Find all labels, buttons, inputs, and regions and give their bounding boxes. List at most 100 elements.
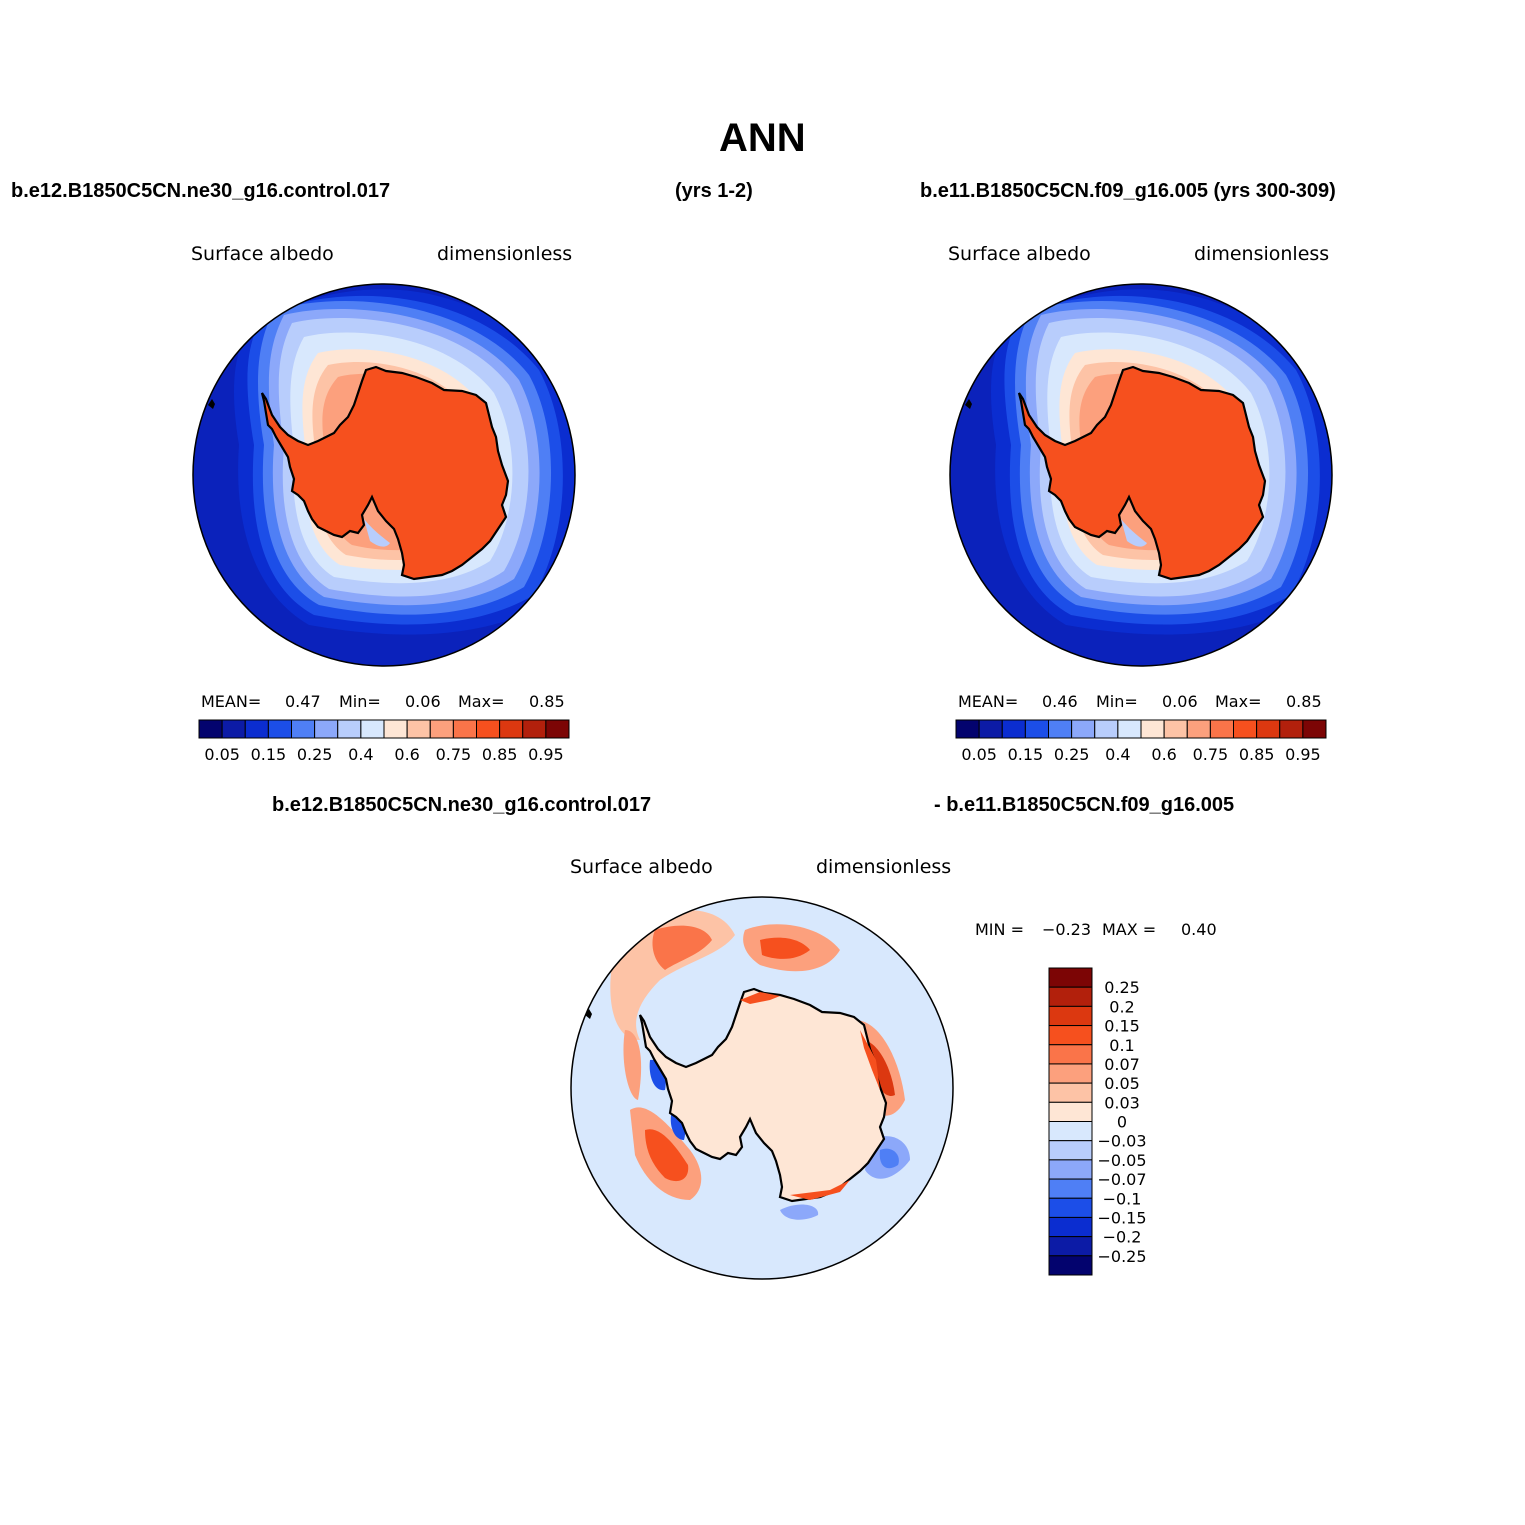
- colorbar-tick-label: 0.15: [1008, 745, 1044, 764]
- left-case-years: (yrs 1-2): [675, 180, 753, 202]
- colorbar-swatch: [1279, 719, 1304, 739]
- colorbar-swatch: [1048, 1159, 1093, 1180]
- colorbar-swatch: [1256, 719, 1281, 739]
- colorbar-swatch: [1071, 719, 1096, 739]
- colorbar-swatch: [1048, 967, 1093, 988]
- colorbar-swatch: [244, 719, 269, 739]
- colorbar-tick-label: 0.15: [1104, 1017, 1140, 1036]
- colorbar-swatch: [1048, 719, 1073, 739]
- colorbar-tick-label: −0.05: [1097, 1151, 1146, 1170]
- colorbar-swatch: [221, 719, 246, 739]
- left-max-label: Max=: [458, 692, 505, 711]
- colorbar-tick-label: −0.25: [1097, 1247, 1146, 1266]
- colorbar-swatch: [360, 719, 385, 739]
- colorbar-tick-label: 0.05: [961, 745, 997, 764]
- colorbar-tick-label: 0.05: [1104, 1074, 1140, 1093]
- right-mean-label: MEAN=: [958, 692, 1019, 711]
- colorbar-swatch: [1001, 719, 1026, 739]
- right-case-title: b.e11.B1850C5CN.f09_g16.005 (yrs 300-309…: [920, 180, 1336, 202]
- colorbar-tick-label: 0: [1117, 1113, 1127, 1132]
- colorbar-swatch: [1094, 719, 1119, 739]
- left-case-title: b.e12.B1850C5CN.ne30_g16.control.017: [11, 180, 391, 202]
- left-mean-label: MEAN=: [201, 692, 262, 711]
- colorbar-tick-label: 0.85: [1239, 745, 1275, 764]
- colorbar-tick-label: 0.4: [1105, 745, 1130, 764]
- left-units-label: dimensionless: [437, 243, 573, 265]
- colorbar-tick-label: 0.75: [1193, 745, 1229, 764]
- colorbar-tick-label: −0.07: [1097, 1170, 1146, 1189]
- diff-title-right: - b.e11.B1850C5CN.f09_g16.005: [934, 794, 1235, 816]
- colorbar-swatch: [1048, 1082, 1093, 1103]
- colorbar-swatch: [476, 719, 501, 739]
- colorbar-swatch: [1233, 719, 1258, 739]
- colorbar-tick-label: 0.75: [436, 745, 472, 764]
- left-map: [193, 284, 575, 666]
- right-map: [950, 284, 1332, 666]
- diff-min-value: −0.23: [1042, 920, 1092, 939]
- colorbar-tick-label: −0.15: [1097, 1208, 1146, 1227]
- left-max-value: 0.85: [529, 692, 565, 711]
- colorbar-swatch: [337, 719, 362, 739]
- colorbar-swatch: [1140, 719, 1165, 739]
- colorbar-swatch: [1048, 1140, 1093, 1161]
- left-mean-value: 0.47: [285, 692, 321, 711]
- colorbar-tick-label: 0.25: [1104, 978, 1140, 997]
- colorbar-tick-label: 0.2: [1109, 997, 1134, 1016]
- diff-min-label: MIN =: [975, 920, 1024, 939]
- colorbar-swatch: [1186, 719, 1211, 739]
- colorbar-swatch: [1048, 1005, 1093, 1027]
- page-title: ANN: [719, 116, 806, 160]
- diff-units-label: dimensionless: [816, 856, 952, 878]
- colorbar-swatch: [1048, 1236, 1093, 1257]
- colorbar-swatch: [499, 719, 524, 739]
- diff-variable-label: Surface albedo: [570, 856, 713, 878]
- colorbar-swatch: [1048, 1025, 1093, 1046]
- colorbar-tick-label: 0.95: [1285, 745, 1321, 764]
- colorbar-swatch: [406, 719, 431, 739]
- left-min-label: Min=: [339, 692, 381, 711]
- colorbar-swatch: [522, 719, 547, 739]
- colorbar-swatch: [1048, 1101, 1093, 1122]
- colorbar-tick-label: 0.05: [204, 745, 240, 764]
- colorbar-swatch: [452, 719, 477, 739]
- colorbar-swatch: [1163, 719, 1188, 739]
- right-units-label: dimensionless: [1194, 243, 1330, 265]
- colorbar-swatch: [1048, 1121, 1093, 1142]
- colorbar-swatch: [1048, 986, 1093, 1007]
- colorbar-tick-label: 0.07: [1104, 1055, 1140, 1074]
- right-max-label: Max=: [1215, 692, 1262, 711]
- left-min-value: 0.06: [405, 692, 441, 711]
- diff-max-value: 0.40: [1181, 920, 1217, 939]
- colorbar-swatch: [198, 719, 223, 739]
- right-colorbar: 0.05 0.15 0.25 0.4 0.6 0.75 0.85 0.95: [955, 719, 1327, 764]
- colorbar-tick-label: 0.95: [528, 745, 564, 764]
- colorbar-swatch: [314, 719, 339, 739]
- colorbar-tick-label: −0.2: [1103, 1228, 1142, 1247]
- colorbar-swatch: [1048, 1216, 1093, 1238]
- colorbar-swatch: [1024, 719, 1049, 739]
- difference-map: [571, 897, 953, 1279]
- right-variable-label: Surface albedo: [948, 243, 1091, 265]
- colorbar-tick-label: 0.6: [394, 745, 419, 764]
- colorbar-swatch: [1302, 719, 1327, 739]
- colorbar-tick-label: 0.25: [297, 745, 333, 764]
- colorbar-swatch: [383, 719, 408, 739]
- colorbar-tick-label: 0.4: [348, 745, 373, 764]
- diff-max-label: MAX =: [1102, 920, 1157, 939]
- colorbar-swatch: [1048, 1178, 1093, 1199]
- right-min-label: Min=: [1096, 692, 1138, 711]
- diff-title-left: b.e12.B1850C5CN.ne30_g16.control.017: [272, 794, 652, 816]
- colorbar-swatch: [1117, 719, 1142, 739]
- colorbar-tick-label: −0.1: [1103, 1189, 1142, 1208]
- colorbar-swatch: [1209, 719, 1234, 739]
- left-variable-label: Surface albedo: [191, 243, 334, 265]
- colorbar-swatch: [429, 719, 454, 739]
- colorbar-swatch: [545, 719, 570, 739]
- difference-colorbar: 0.250.20.150.10.070.050.030−0.03−0.05−0.…: [1048, 967, 1147, 1276]
- colorbar-tick-label: 0.6: [1151, 745, 1176, 764]
- left-colorbar: 0.05 0.15 0.25 0.4 0.6 0.75 0.85 0.95: [198, 719, 570, 764]
- colorbar-swatch: [1048, 1063, 1093, 1084]
- colorbar-swatch: [955, 719, 980, 739]
- colorbar-swatch: [267, 719, 292, 739]
